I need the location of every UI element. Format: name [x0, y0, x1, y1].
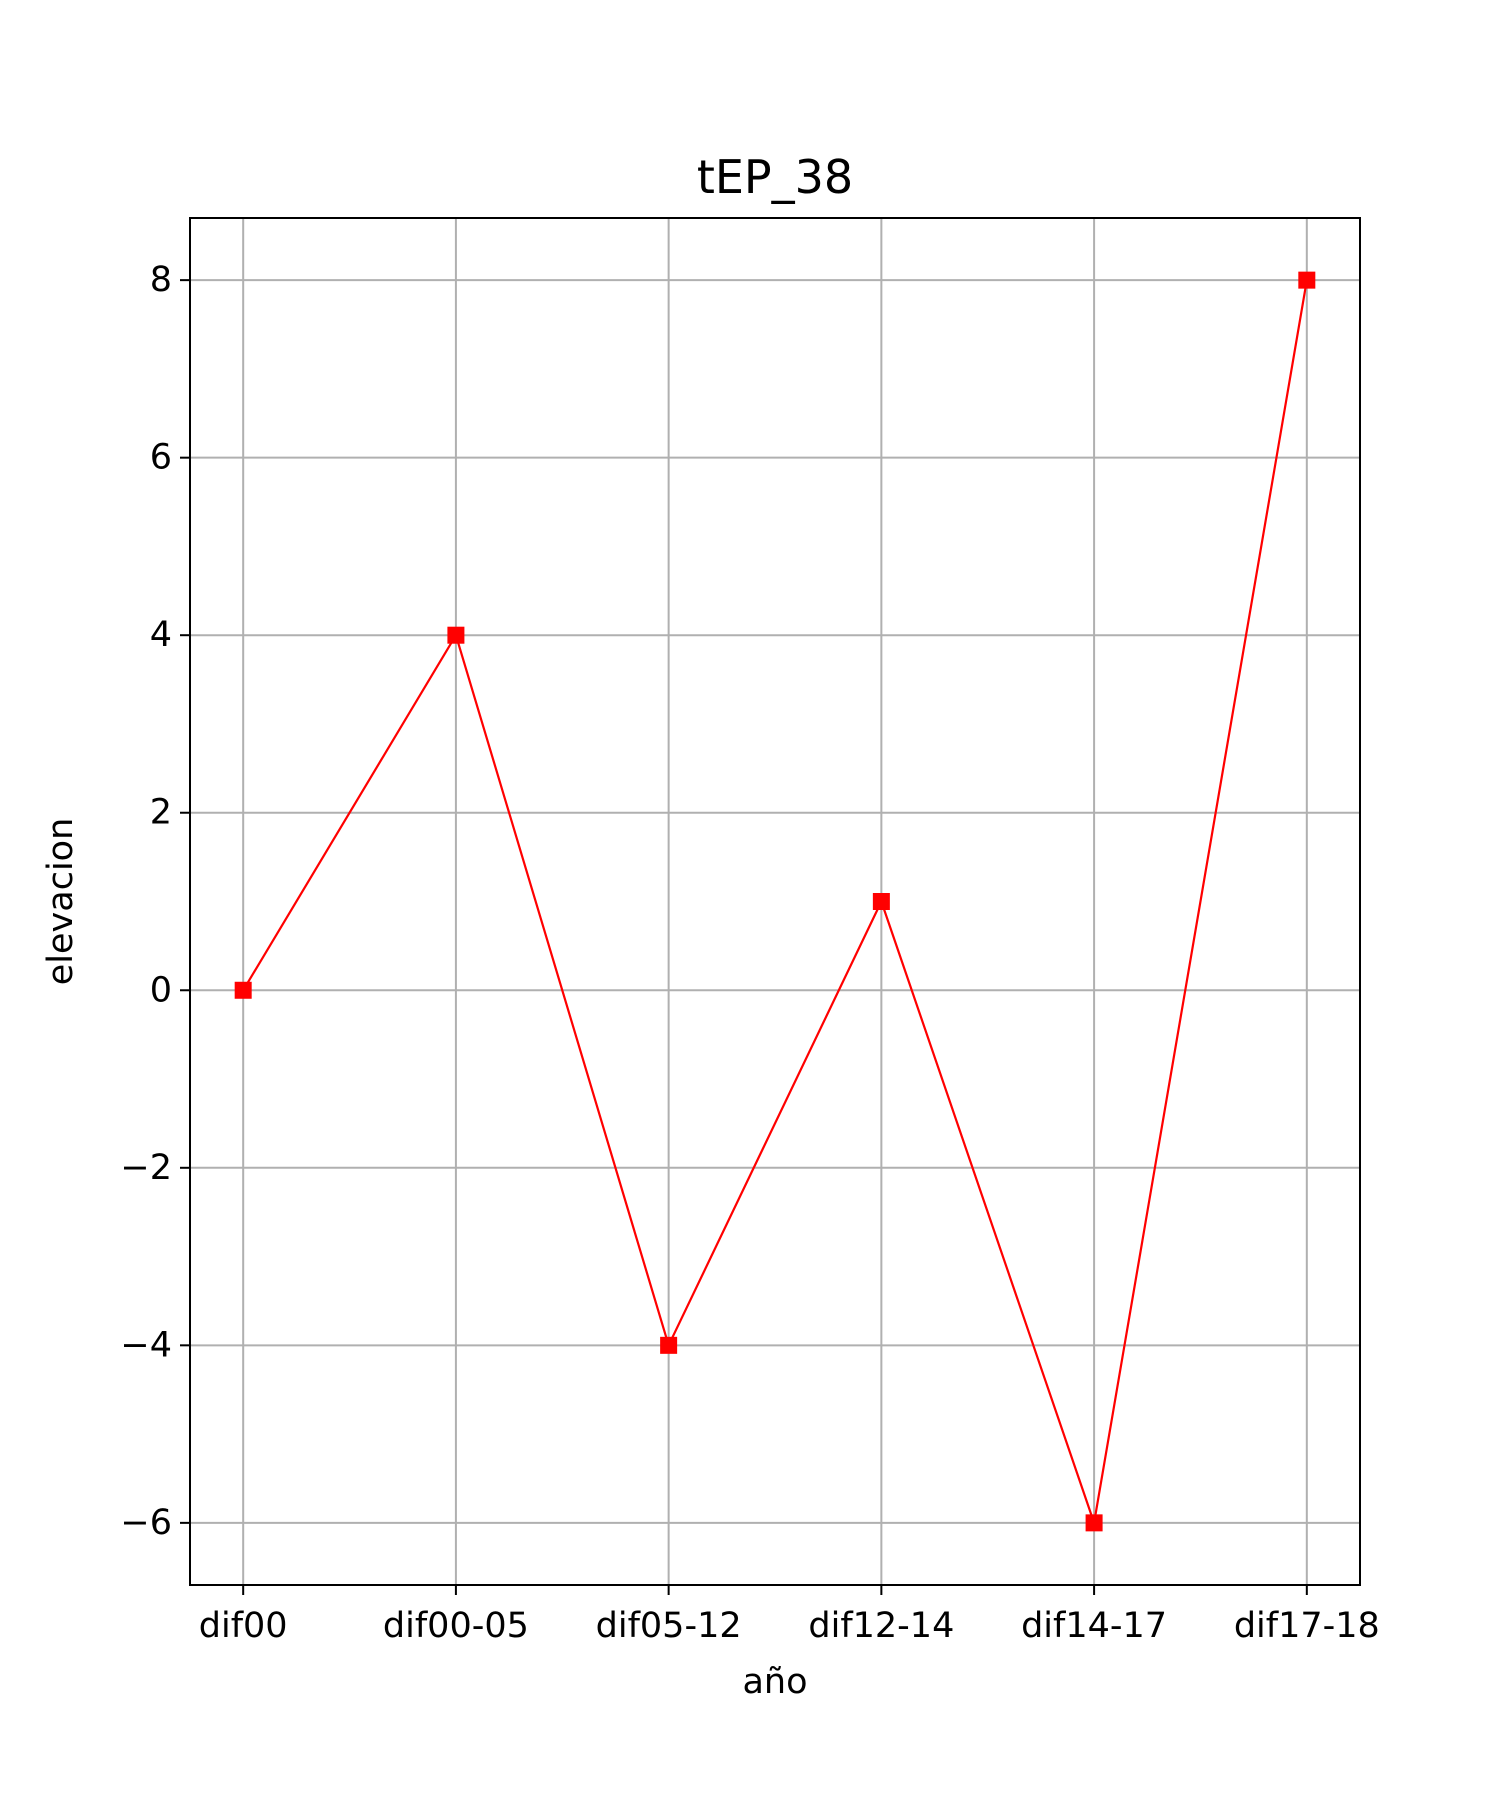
y-axis-ticks: −6 −4 −2 0 2 4 6 8	[120, 260, 190, 1543]
y-axis-label: elevacion	[41, 818, 81, 986]
y-tick-label: −2	[120, 1148, 172, 1188]
y-tick-label: 6	[150, 438, 172, 478]
x-tick-label: dif05-12	[596, 1606, 742, 1646]
x-tick-label: dif00	[199, 1606, 288, 1646]
data-point-marker	[447, 626, 465, 644]
data-point-marker	[1298, 271, 1316, 289]
x-axis-ticks: dif00 dif00-05 dif05-12 dif12-14 dif14-17 dif…	[199, 1585, 1380, 1646]
data-point-marker	[1085, 1514, 1103, 1532]
series-line	[242, 279, 1308, 1524]
x-tick-label: dif00-05	[383, 1606, 529, 1646]
x-axis-label: año	[742, 1662, 807, 1702]
y-tick-label: −6	[120, 1503, 172, 1543]
x-tick-label: dif17-18	[1234, 1606, 1380, 1646]
y-tick-label: 4	[150, 615, 172, 655]
series-layer	[234, 271, 1316, 1532]
chart-title: tEP_38	[697, 150, 853, 204]
x-tick-label: dif14-17	[1021, 1606, 1167, 1646]
y-tick-label: 8	[150, 260, 172, 300]
plot-area-frame	[189, 217, 1361, 1586]
y-tick-label: −4	[120, 1325, 172, 1365]
data-point-marker	[872, 893, 890, 910]
y-tick-label: 2	[150, 793, 172, 833]
data-point-marker	[234, 981, 252, 999]
grid	[190, 218, 1360, 1585]
data-point-marker	[660, 1336, 678, 1354]
x-tick-label: dif12-14	[808, 1606, 954, 1646]
y-tick-label: 0	[150, 970, 172, 1010]
